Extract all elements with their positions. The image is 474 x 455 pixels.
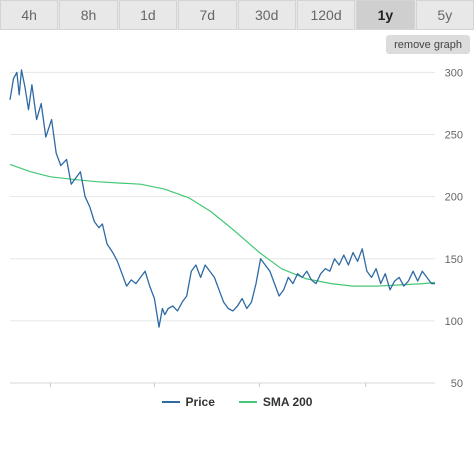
legend-swatch-sma xyxy=(238,401,257,403)
remove-graph-button[interactable]: remove graph xyxy=(386,35,470,54)
y-tick-label-250: 250 xyxy=(445,130,463,142)
chart-legend: Price SMA 200 xyxy=(0,392,474,412)
price-chart: 50100150200250300Jan '25Apr '25Jul '25Oc… xyxy=(9,67,463,390)
time-range-tabs: 4h 8h 1d 7d 30d 120d 1y 5y xyxy=(0,0,474,30)
tab-4h[interactable]: 4h xyxy=(0,0,59,30)
y-tick-label-150: 150 xyxy=(445,254,463,266)
y-tick-label-200: 200 xyxy=(445,192,463,204)
legend-item-price[interactable]: Price xyxy=(161,395,215,409)
y-tick-label-50: 50 xyxy=(451,378,463,390)
tab-1y[interactable]: 1y xyxy=(356,0,415,30)
tab-8h[interactable]: 8h xyxy=(59,0,118,30)
y-tick-label-100: 100 xyxy=(445,316,463,328)
legend-label-sma: SMA 200 xyxy=(262,395,313,409)
y-tick-label-300: 300 xyxy=(445,67,463,79)
tab-5y[interactable]: 5y xyxy=(415,0,474,30)
legend-label-price: Price xyxy=(185,395,215,409)
price-series-line xyxy=(9,69,435,328)
tab-30d[interactable]: 30d xyxy=(237,0,296,30)
sma200-series-line xyxy=(9,163,436,287)
legend-swatch-price xyxy=(161,401,180,403)
tab-120d[interactable]: 120d xyxy=(296,0,356,30)
tab-1d[interactable]: 1d xyxy=(118,0,178,30)
tab-7d[interactable]: 7d xyxy=(178,0,237,30)
legend-item-sma[interactable]: SMA 200 xyxy=(238,395,313,409)
